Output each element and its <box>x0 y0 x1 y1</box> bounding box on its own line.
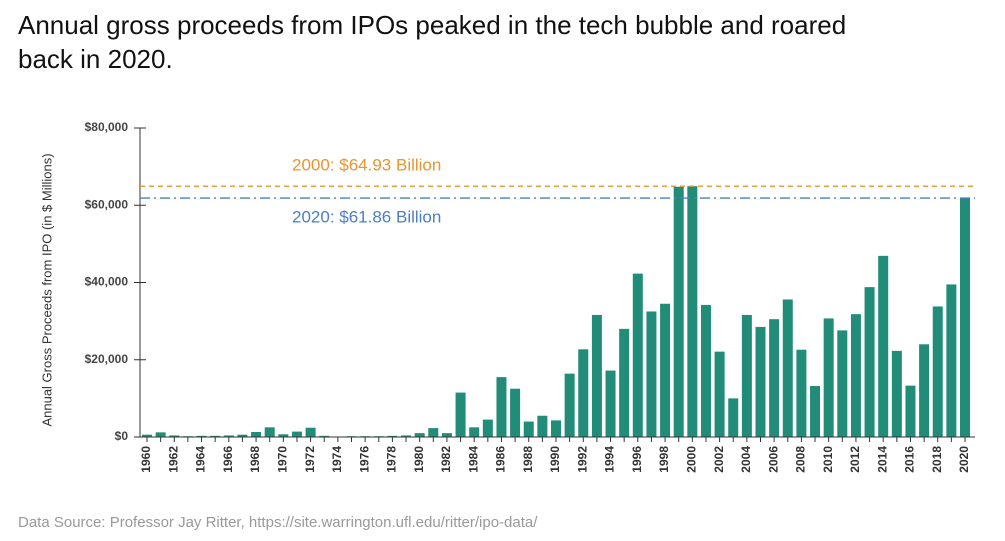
bar <box>619 328 630 437</box>
bar <box>728 398 739 437</box>
bar <box>482 419 493 437</box>
x-tick-label: 2014 <box>875 446 889 473</box>
bar <box>537 415 548 437</box>
x-tick-label: 1996 <box>630 446 644 473</box>
x-tick-label: 1984 <box>466 446 480 473</box>
bar <box>864 287 875 437</box>
x-tick-label: 1992 <box>575 446 589 473</box>
bar <box>428 428 439 437</box>
bar <box>810 386 821 437</box>
bar <box>237 434 248 437</box>
bar <box>673 186 684 437</box>
x-tick-label: 2010 <box>821 446 835 473</box>
bar <box>223 435 234 437</box>
bar <box>823 318 834 437</box>
x-tick-label: 1994 <box>603 446 617 473</box>
bar <box>455 392 466 437</box>
x-tick-label: 1972 <box>303 446 317 473</box>
x-tick-label: 1998 <box>657 446 671 473</box>
bar <box>591 314 602 437</box>
y-tick-label: $80,000 <box>85 120 129 134</box>
bar <box>210 435 221 437</box>
x-tick-label: 2018 <box>930 446 944 473</box>
reference-label: 2020: $61.86 Billion <box>292 208 441 227</box>
bar <box>646 311 657 437</box>
bar <box>305 427 316 437</box>
bar <box>401 435 412 437</box>
bar <box>523 421 534 437</box>
x-tick-label: 1978 <box>385 446 399 473</box>
bar <box>564 373 575 437</box>
x-tick-label: 1970 <box>276 446 290 473</box>
x-tick-label: 1990 <box>548 446 562 473</box>
x-tick-label: 1986 <box>494 446 508 473</box>
x-tick-label: 2002 <box>712 446 726 473</box>
y-axis-label: Annual Gross Proceeds from IPO (in $ Mil… <box>39 153 54 426</box>
source-note: Data Source: Professor Jay Ritter, https… <box>18 514 538 531</box>
bar <box>700 304 711 437</box>
bar <box>251 431 262 437</box>
reference-label: 2000: $64.93 Billion <box>292 156 441 175</box>
bar <box>796 349 807 437</box>
bar <box>714 351 725 437</box>
bar <box>632 273 643 437</box>
bar <box>319 435 330 437</box>
bar <box>850 314 861 437</box>
bar <box>905 385 916 437</box>
bar <box>414 433 425 437</box>
x-tick-label: 1976 <box>357 446 371 473</box>
x-tick-label: 1962 <box>166 446 180 473</box>
y-tick-label: $40,000 <box>85 275 129 289</box>
bar <box>891 350 902 437</box>
bar <box>196 435 207 437</box>
x-tick-label: 2006 <box>766 446 780 473</box>
x-tick-label: 2000 <box>685 446 699 473</box>
bar <box>264 427 275 437</box>
bar <box>291 431 302 437</box>
bar <box>919 344 930 437</box>
x-tick-label: 2016 <box>903 446 917 473</box>
x-tick-label: 1982 <box>439 446 453 473</box>
bar <box>387 435 398 437</box>
bar <box>741 314 752 437</box>
bar <box>169 435 180 437</box>
x-tick-label: 2020 <box>957 446 971 473</box>
bar <box>878 255 889 437</box>
x-tick-label: 1966 <box>221 446 235 473</box>
bar <box>510 388 521 437</box>
x-tick-label: 1960 <box>139 446 153 473</box>
y-tick-label: $0 <box>115 429 129 443</box>
bar <box>946 284 957 437</box>
bar <box>551 420 561 437</box>
bar <box>660 303 671 437</box>
bar <box>469 427 480 437</box>
bar <box>960 198 970 437</box>
x-tick-label: 1980 <box>412 446 426 473</box>
x-tick-label: 1974 <box>330 446 344 473</box>
bar <box>605 370 616 437</box>
y-tick-label: $60,000 <box>85 197 129 211</box>
bar <box>578 349 589 437</box>
bar <box>769 319 780 437</box>
bar <box>755 326 766 437</box>
bar <box>278 434 289 437</box>
bar <box>932 306 943 437</box>
bar <box>687 186 698 437</box>
x-tick-label: 2004 <box>739 446 753 473</box>
y-tick-label: $20,000 <box>85 352 129 366</box>
bar <box>441 433 452 437</box>
bar <box>496 377 507 437</box>
bar <box>142 434 152 437</box>
chart-title: Annual gross proceeds from IPOs peaked i… <box>18 10 847 74</box>
x-tick-label: 2008 <box>794 446 808 473</box>
x-tick-label: 1968 <box>248 446 262 473</box>
x-tick-label: 2012 <box>848 446 862 473</box>
bar <box>782 299 793 437</box>
bar <box>837 330 848 437</box>
bar <box>155 432 166 437</box>
x-tick-label: 1988 <box>521 446 535 473</box>
x-tick-label: 1964 <box>194 446 208 473</box>
